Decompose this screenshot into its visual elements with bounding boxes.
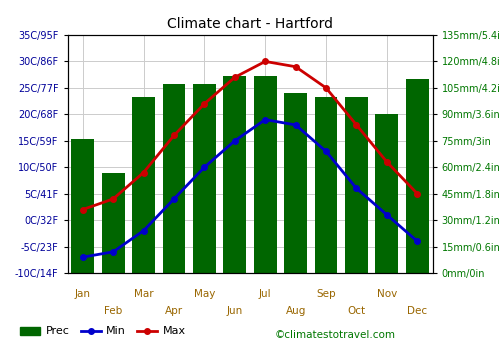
Bar bbox=[224, 76, 246, 273]
Bar bbox=[345, 97, 368, 273]
Text: Dec: Dec bbox=[407, 306, 428, 316]
Legend: Prec, Min, Max: Prec, Min, Max bbox=[16, 322, 190, 341]
Bar bbox=[193, 84, 216, 273]
Text: ©climatestotravel.com: ©climatestotravel.com bbox=[275, 329, 396, 340]
Text: Mar: Mar bbox=[134, 289, 154, 299]
Bar bbox=[162, 84, 186, 273]
Text: Feb: Feb bbox=[104, 306, 122, 316]
Bar bbox=[102, 173, 124, 273]
Bar bbox=[376, 114, 398, 273]
Text: Oct: Oct bbox=[348, 306, 366, 316]
Bar bbox=[406, 79, 428, 273]
Text: Apr: Apr bbox=[165, 306, 183, 316]
Bar bbox=[284, 93, 307, 273]
Bar bbox=[254, 76, 276, 273]
Title: Climate chart - Hartford: Climate chart - Hartford bbox=[167, 17, 333, 31]
Text: Aug: Aug bbox=[286, 306, 306, 316]
Bar bbox=[132, 97, 155, 273]
Bar bbox=[314, 97, 338, 273]
Bar bbox=[72, 139, 94, 273]
Text: Jan: Jan bbox=[74, 289, 90, 299]
Text: Sep: Sep bbox=[316, 289, 336, 299]
Text: Jun: Jun bbox=[226, 306, 243, 316]
Text: Jul: Jul bbox=[259, 289, 272, 299]
Text: Nov: Nov bbox=[377, 289, 397, 299]
Text: May: May bbox=[194, 289, 215, 299]
